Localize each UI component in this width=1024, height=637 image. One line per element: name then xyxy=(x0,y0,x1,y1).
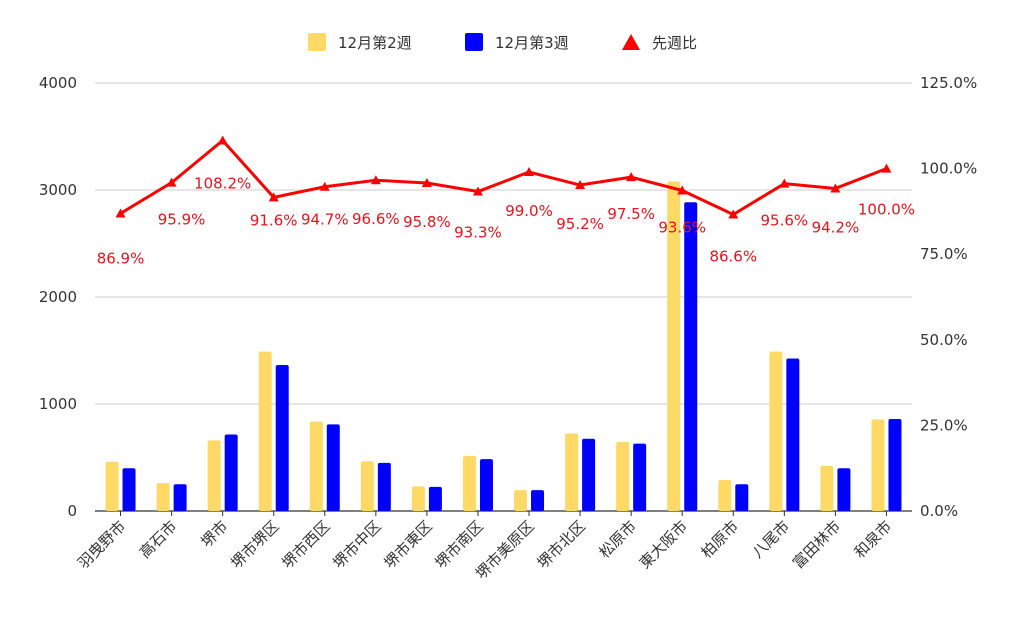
ratio-data-label: 99.0% xyxy=(505,202,553,220)
ratio-point xyxy=(166,177,177,187)
ratio-data-label: 95.6% xyxy=(761,212,809,230)
bar-week2 xyxy=(105,461,119,511)
ratio-point xyxy=(268,192,279,202)
bar-week2 xyxy=(207,440,221,511)
bar-week2 xyxy=(871,419,885,511)
bar-week3 xyxy=(428,486,442,511)
bar-week3 xyxy=(122,468,136,511)
ratio-data-label: 93.3% xyxy=(454,224,502,242)
category-label: 高石市 xyxy=(136,517,181,562)
bar-week2 xyxy=(360,461,374,511)
legend-label: 12月第2週 xyxy=(338,34,412,52)
ratio-point xyxy=(217,135,228,145)
ratio-data-label: 86.9% xyxy=(97,249,145,267)
bar-week3 xyxy=(888,418,902,511)
y-left-tick-label: 0 xyxy=(67,502,77,520)
category-label: 堺市西区 xyxy=(278,517,333,572)
bar-week2 xyxy=(616,441,630,511)
category-label: 柏原市 xyxy=(698,517,743,562)
bar-week2 xyxy=(411,486,425,511)
ratio-line xyxy=(119,139,888,216)
bar-week3 xyxy=(837,468,851,511)
ratio-point xyxy=(677,185,688,195)
y-left-tick-label: 2000 xyxy=(39,288,77,306)
bar-week3 xyxy=(275,364,289,511)
bar-week3 xyxy=(326,424,340,511)
ratio-data-label: 95.2% xyxy=(556,215,604,233)
ratio-point xyxy=(370,175,381,185)
ratio-data-label: 94.2% xyxy=(812,218,860,236)
bar-week3 xyxy=(735,484,749,511)
legend-label: 先週比 xyxy=(652,34,697,52)
ratio-point xyxy=(626,172,637,182)
ratio-point xyxy=(472,186,483,196)
ratio-data-label: 93.6% xyxy=(658,219,706,237)
category-label: 堺市北区 xyxy=(534,517,589,572)
bar-week3 xyxy=(479,459,493,511)
ratio-data-label: 108.2% xyxy=(194,175,251,193)
bar-week2 xyxy=(820,466,834,511)
category-label: 堺市中区 xyxy=(330,517,385,572)
ratio-data-label: 94.7% xyxy=(301,211,349,229)
y-right-tick-label: 125.0% xyxy=(920,74,977,92)
bar-week3 xyxy=(224,434,238,511)
ratio-point xyxy=(115,208,126,218)
bar-week2 xyxy=(309,421,323,511)
bar-week2 xyxy=(514,490,528,511)
bar-week3 xyxy=(582,438,596,511)
bar-week2 xyxy=(667,181,681,511)
ratio-point xyxy=(728,209,739,219)
ratio-point xyxy=(779,178,790,188)
legend-swatch xyxy=(308,33,326,51)
y-right-tick-label: 75.0% xyxy=(920,245,968,263)
bar-week2 xyxy=(769,351,783,511)
ratio-data-label: 91.6% xyxy=(250,211,298,229)
ratio-data-label: 86.6% xyxy=(709,247,757,265)
ratio-data-label: 96.6% xyxy=(352,210,400,228)
ratio-point xyxy=(830,183,841,193)
y-left-tick-label: 1000 xyxy=(39,395,77,413)
bar-week3 xyxy=(633,443,647,511)
bar-week3 xyxy=(531,490,545,511)
ratio-point xyxy=(881,163,892,173)
category-label: 堺市 xyxy=(198,517,232,551)
bar-week3 xyxy=(684,202,698,511)
category-label: 羽曳野市 xyxy=(74,517,129,572)
ratio-data-label: 100.0% xyxy=(858,201,915,219)
bar-week3 xyxy=(173,484,187,511)
legend-label: 12月第3週 xyxy=(495,34,569,52)
ratio-point xyxy=(319,181,330,191)
y-right-tick-label: 25.0% xyxy=(920,416,968,434)
category-label: 東大阪市 xyxy=(636,517,691,572)
ratio-point xyxy=(575,180,586,190)
bar-week2 xyxy=(462,455,476,511)
y-right-tick-label: 0.0% xyxy=(920,502,958,520)
ratio-data-label: 95.8% xyxy=(403,213,451,231)
category-label: 松原市 xyxy=(595,517,640,562)
ratio-point xyxy=(421,177,432,187)
y-left-tick-label: 4000 xyxy=(39,74,77,92)
bar-week2 xyxy=(156,483,170,511)
category-label: 富田林市 xyxy=(789,517,844,572)
category-label: 堺市堺区 xyxy=(227,517,282,572)
ratio-data-label: 95.9% xyxy=(158,211,206,229)
y-right-tick-label: 50.0% xyxy=(920,331,968,349)
bar-week2 xyxy=(565,433,579,511)
bar-week2 xyxy=(258,351,272,511)
bar-week2 xyxy=(718,479,732,511)
legend-swatch xyxy=(465,33,483,51)
ratio-point xyxy=(524,167,535,177)
category-label: 八尾市 xyxy=(749,517,794,562)
category-label: 和泉市 xyxy=(851,517,896,562)
ratio-data-label: 97.5% xyxy=(607,205,655,223)
legend-swatch xyxy=(622,34,640,50)
y-right-tick-label: 100.0% xyxy=(920,160,977,178)
y-left-tick-label: 3000 xyxy=(39,181,77,199)
category-label: 堺市東区 xyxy=(381,517,436,572)
bar-week3 xyxy=(377,462,391,511)
bar-week3 xyxy=(786,358,800,511)
